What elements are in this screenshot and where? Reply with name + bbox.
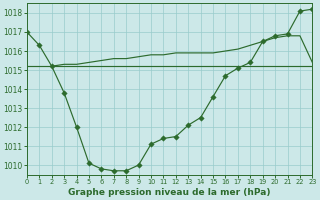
X-axis label: Graphe pression niveau de la mer (hPa): Graphe pression niveau de la mer (hPa) bbox=[68, 188, 271, 197]
